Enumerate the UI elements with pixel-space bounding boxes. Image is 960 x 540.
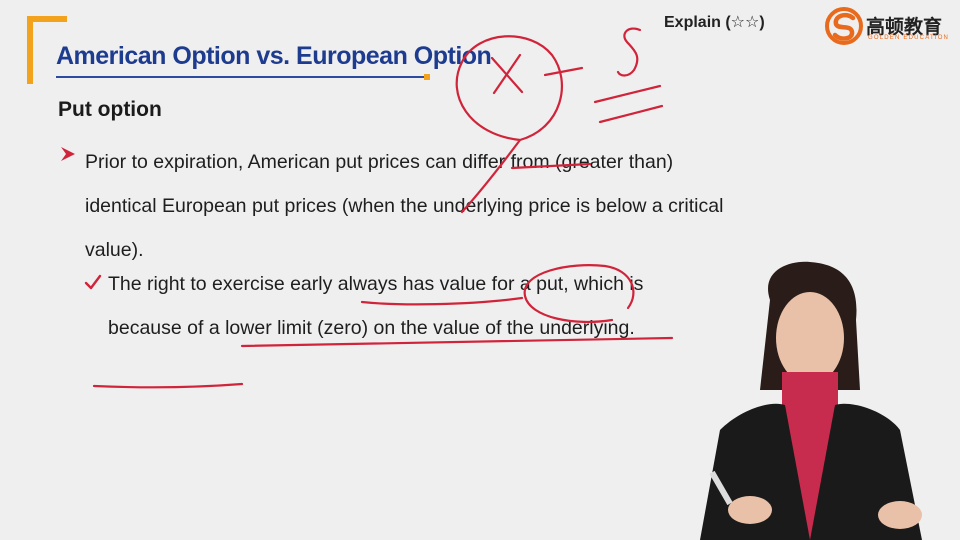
title-corner-bracket <box>27 16 67 84</box>
annotation-x-mark <box>490 53 524 95</box>
logo-chinese-text: 高顿教育 <box>866 17 943 38</box>
arrowhead-bullet-icon <box>61 147 75 161</box>
section-subtitle: Put option <box>58 98 162 121</box>
bullet-point-2: The right to exercise early always has v… <box>108 273 644 339</box>
presenter-video-overlay <box>700 261 922 540</box>
title-underline-dot <box>424 74 430 80</box>
slide-title: American Option vs. European Option <box>56 42 492 70</box>
golden-education-logo-icon <box>825 7 863 45</box>
annotation-double-line <box>593 84 664 124</box>
annotation-dash <box>543 66 584 77</box>
logo-english-text: GOLDEN EDUCATION <box>868 35 950 41</box>
bullet-point-1: Prior to expiration, American put prices… <box>85 151 724 261</box>
annotation-s-letter <box>616 27 642 77</box>
title-underline <box>56 76 428 78</box>
annotation-underline-underlying <box>92 382 244 389</box>
checkmark-icon <box>84 274 102 290</box>
difficulty-label: Explain (☆☆) <box>664 14 765 31</box>
brand-logo: 高顿教育 GOLDEN EDUCATION <box>824 6 954 46</box>
